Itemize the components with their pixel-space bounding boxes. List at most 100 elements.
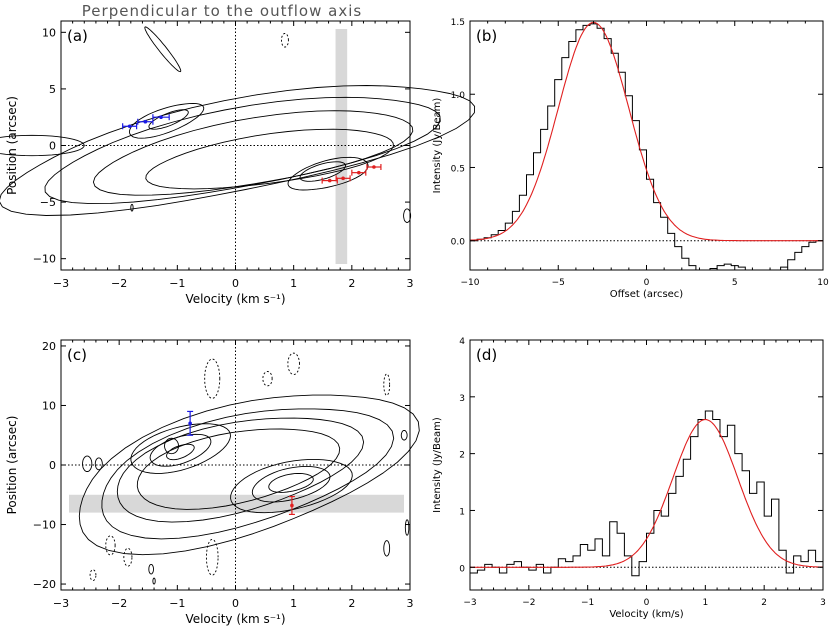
negative-contour (287, 352, 300, 375)
y-tick-label: 1.5 (451, 18, 465, 28)
y-tick-label: 5 (49, 83, 56, 96)
red-data-point (290, 503, 294, 508)
gaussian-fit-curve (469, 21, 823, 242)
contour-line (145, 128, 394, 190)
x-tick-label: −1 (169, 277, 185, 290)
x-tick-label: −2 (111, 597, 127, 610)
y-axis-label: Intensity (Jy/Beam) (432, 98, 443, 194)
negative-contour (204, 358, 221, 399)
x-tick-label: −3 (53, 597, 69, 610)
contour-line (164, 437, 179, 455)
contour-line (116, 417, 365, 523)
negative-contour (105, 535, 116, 556)
panel-label: (c) (67, 346, 87, 364)
panel-label: (d) (476, 346, 497, 364)
gaussian-fit-curve (470, 419, 824, 568)
x-tick-label: −1 (169, 597, 185, 610)
contour-line (287, 156, 369, 191)
contour-line (152, 577, 156, 585)
negative-contour (89, 569, 97, 581)
contour-line (149, 433, 212, 467)
panel-b: −10 −5 0 5 10 0.0 0.5 1.0 1.5 Offset (arcsec) Inte… (432, 18, 829, 300)
y-tick-label: 0.5 (451, 164, 465, 174)
shaded-band (335, 29, 348, 264)
y-tick-label: −5 (40, 196, 56, 209)
x-tick-label: 1 (702, 598, 708, 608)
y-tick-label: 2 (459, 451, 465, 461)
x-tick-label: 2 (348, 597, 355, 610)
y-tick-label: −20 (33, 578, 56, 591)
x-tick-label: 0 (644, 278, 650, 288)
contour-line (299, 161, 346, 182)
negative-contour (262, 371, 273, 387)
contour-line (144, 26, 182, 73)
contour-line (404, 519, 410, 536)
plot-frame (60, 20, 411, 271)
x-axis-label: Velocity (km/s) (609, 609, 683, 620)
y-tick-label: 0 (49, 459, 56, 472)
contour-line (44, 96, 441, 205)
plot-frame (469, 339, 824, 591)
red-data-point (357, 170, 361, 175)
x-tick-label: 3 (407, 277, 414, 290)
figure-title: Perpendicular to the outflow axis (82, 2, 362, 20)
negative-contour (383, 373, 391, 396)
y-tick-label: −10 (33, 519, 56, 532)
contour-line (400, 430, 408, 441)
y-tick-label: 10 (42, 26, 56, 39)
panel-label: (a) (67, 27, 88, 45)
negative-contour (281, 33, 289, 48)
x-tick-label: −10 (461, 278, 480, 288)
observed-spectrum (470, 23, 823, 271)
plot-frame (469, 20, 824, 271)
contour-line (403, 208, 412, 223)
y-tick-label: 3 (459, 394, 465, 404)
contour-line (136, 428, 341, 510)
negative-contour (123, 547, 133, 567)
red-data-point (341, 176, 345, 181)
contour-line (0, 85, 476, 216)
y-tick-label: 4 (459, 337, 465, 347)
observed-spectrum (470, 410, 823, 577)
y-tick-label: 1 (459, 507, 465, 517)
blue-data-point (127, 124, 132, 129)
x-tick-label: −2 (111, 277, 127, 290)
y-tick-label: 1.0 (451, 91, 466, 101)
x-tick-label: 3 (820, 598, 826, 608)
panel-label: (b) (476, 27, 497, 45)
x-tick-label: 1 (290, 597, 297, 610)
x-tick-label: 0 (232, 277, 239, 290)
x-tick-label: −5 (552, 278, 565, 288)
contour-line (128, 103, 205, 139)
contour-line (230, 458, 353, 514)
contour-line (383, 540, 391, 557)
blue-data-point (143, 119, 148, 124)
y-axis-label: Intensity (Jy/Beam) (432, 417, 443, 513)
x-tick-label: 5 (732, 278, 738, 288)
x-tick-label: 2 (761, 598, 767, 608)
panel-d: −3 −2 −1 0 1 2 3 0 1 2 3 4 Velocity (km/s) Intensity … (432, 337, 826, 620)
contour-line (251, 465, 331, 503)
x-tick-label: 3 (407, 597, 414, 610)
y-tick-label: 10 (42, 399, 56, 412)
contour-line (148, 563, 154, 575)
y-tick-label: 0 (459, 564, 465, 574)
y-tick-label: 0.0 (451, 238, 466, 248)
x-axis-label: Offset (arcsec) (610, 289, 684, 300)
contour-line (130, 423, 231, 474)
negative-contour (205, 538, 219, 576)
x-tick-label: −1 (581, 598, 594, 608)
contour-line (0, 134, 85, 157)
y-tick-label: 0 (49, 140, 56, 153)
contour-line (148, 109, 189, 130)
x-axis-label: Velocity (km s⁻¹) (185, 292, 285, 306)
plot-frame (60, 339, 411, 591)
y-tick-label: 20 (42, 340, 56, 353)
contour-line (101, 408, 395, 540)
contour-line (92, 110, 414, 196)
blue-data-point (159, 115, 163, 120)
x-tick-label: 10 (817, 278, 829, 288)
